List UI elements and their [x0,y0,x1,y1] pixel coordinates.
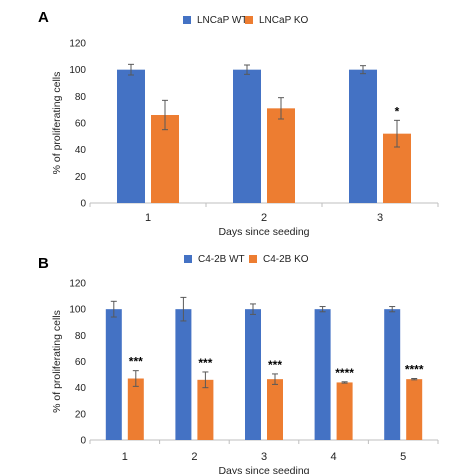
bar-wt [314,309,331,440]
bar-ko [197,379,214,440]
legend-swatch [183,16,191,24]
y-tick-label: 40 [75,383,87,394]
bar-wt [233,69,261,204]
significance-marker: *** [198,356,212,370]
x-axis-title: Days since seeding [218,465,309,474]
bar-wt [384,309,401,440]
bar-wt [105,309,122,440]
legend-label: C4-2B WT [198,254,245,265]
y-tick-label: 80 [75,331,87,342]
y-tick-label: 100 [69,305,86,316]
significance-marker: * [395,104,400,118]
panel-letter: A [38,9,49,26]
x-tick-label: 1 [145,212,151,224]
panel-letter: B [38,255,49,272]
bar-ko [336,382,353,440]
x-tick-label: 2 [261,212,267,224]
x-tick-label: 3 [377,212,383,224]
x-tick-label: 4 [331,451,337,463]
y-tick-label: 0 [80,199,86,210]
y-axis-title: % of proliferating cells [51,72,63,175]
y-axis-title: % of proliferating cells [51,310,63,413]
y-tick-label: 100 [69,65,86,76]
bar-wt [349,69,377,204]
legend-swatch [249,255,257,263]
legend-label: LNCaP WT [197,15,247,26]
x-tick-label: 5 [400,451,406,463]
legend-label: LNCaP KO [259,15,309,26]
chart-panel-a: A LNCaP WT LNCaP KO 0 20 40 60 80 100 120 1 2 3 * Days… [38,9,439,238]
x-tick-label: 3 [261,451,267,463]
x-tick-label: 2 [191,451,197,463]
y-tick-label: 60 [75,119,87,130]
y-tick-label: 20 [75,409,87,420]
legend-label: C4-2B KO [263,254,309,265]
y-tick-label: 60 [75,357,87,368]
x-tick-label: 1 [122,451,128,463]
y-tick-label: 80 [75,92,87,103]
bar-wt [175,309,192,440]
y-tick-label: 40 [75,145,87,156]
chart-panel-b: B C4-2B WT C4-2B KO 0 20 40 60 80 100 120 1 *** 2 ***… [38,254,439,474]
legend-swatch [245,16,253,24]
bar-ko [406,379,423,440]
bar-ko [127,378,144,440]
bar-ko [267,379,283,440]
y-tick-label: 20 [75,172,87,183]
significance-marker: *** [268,358,282,372]
x-axis-title: Days since seeding [218,226,309,238]
bar-wt [117,69,145,204]
legend-swatch [184,255,192,263]
bar-wt [245,309,261,440]
y-tick-label: 120 [69,39,86,50]
y-tick-label: 0 [80,436,86,447]
y-tick-label: 120 [69,279,86,290]
bar-ko [267,108,295,203]
significance-marker: *** [129,355,143,369]
significance-marker: **** [405,363,424,377]
significance-marker: **** [335,366,354,380]
